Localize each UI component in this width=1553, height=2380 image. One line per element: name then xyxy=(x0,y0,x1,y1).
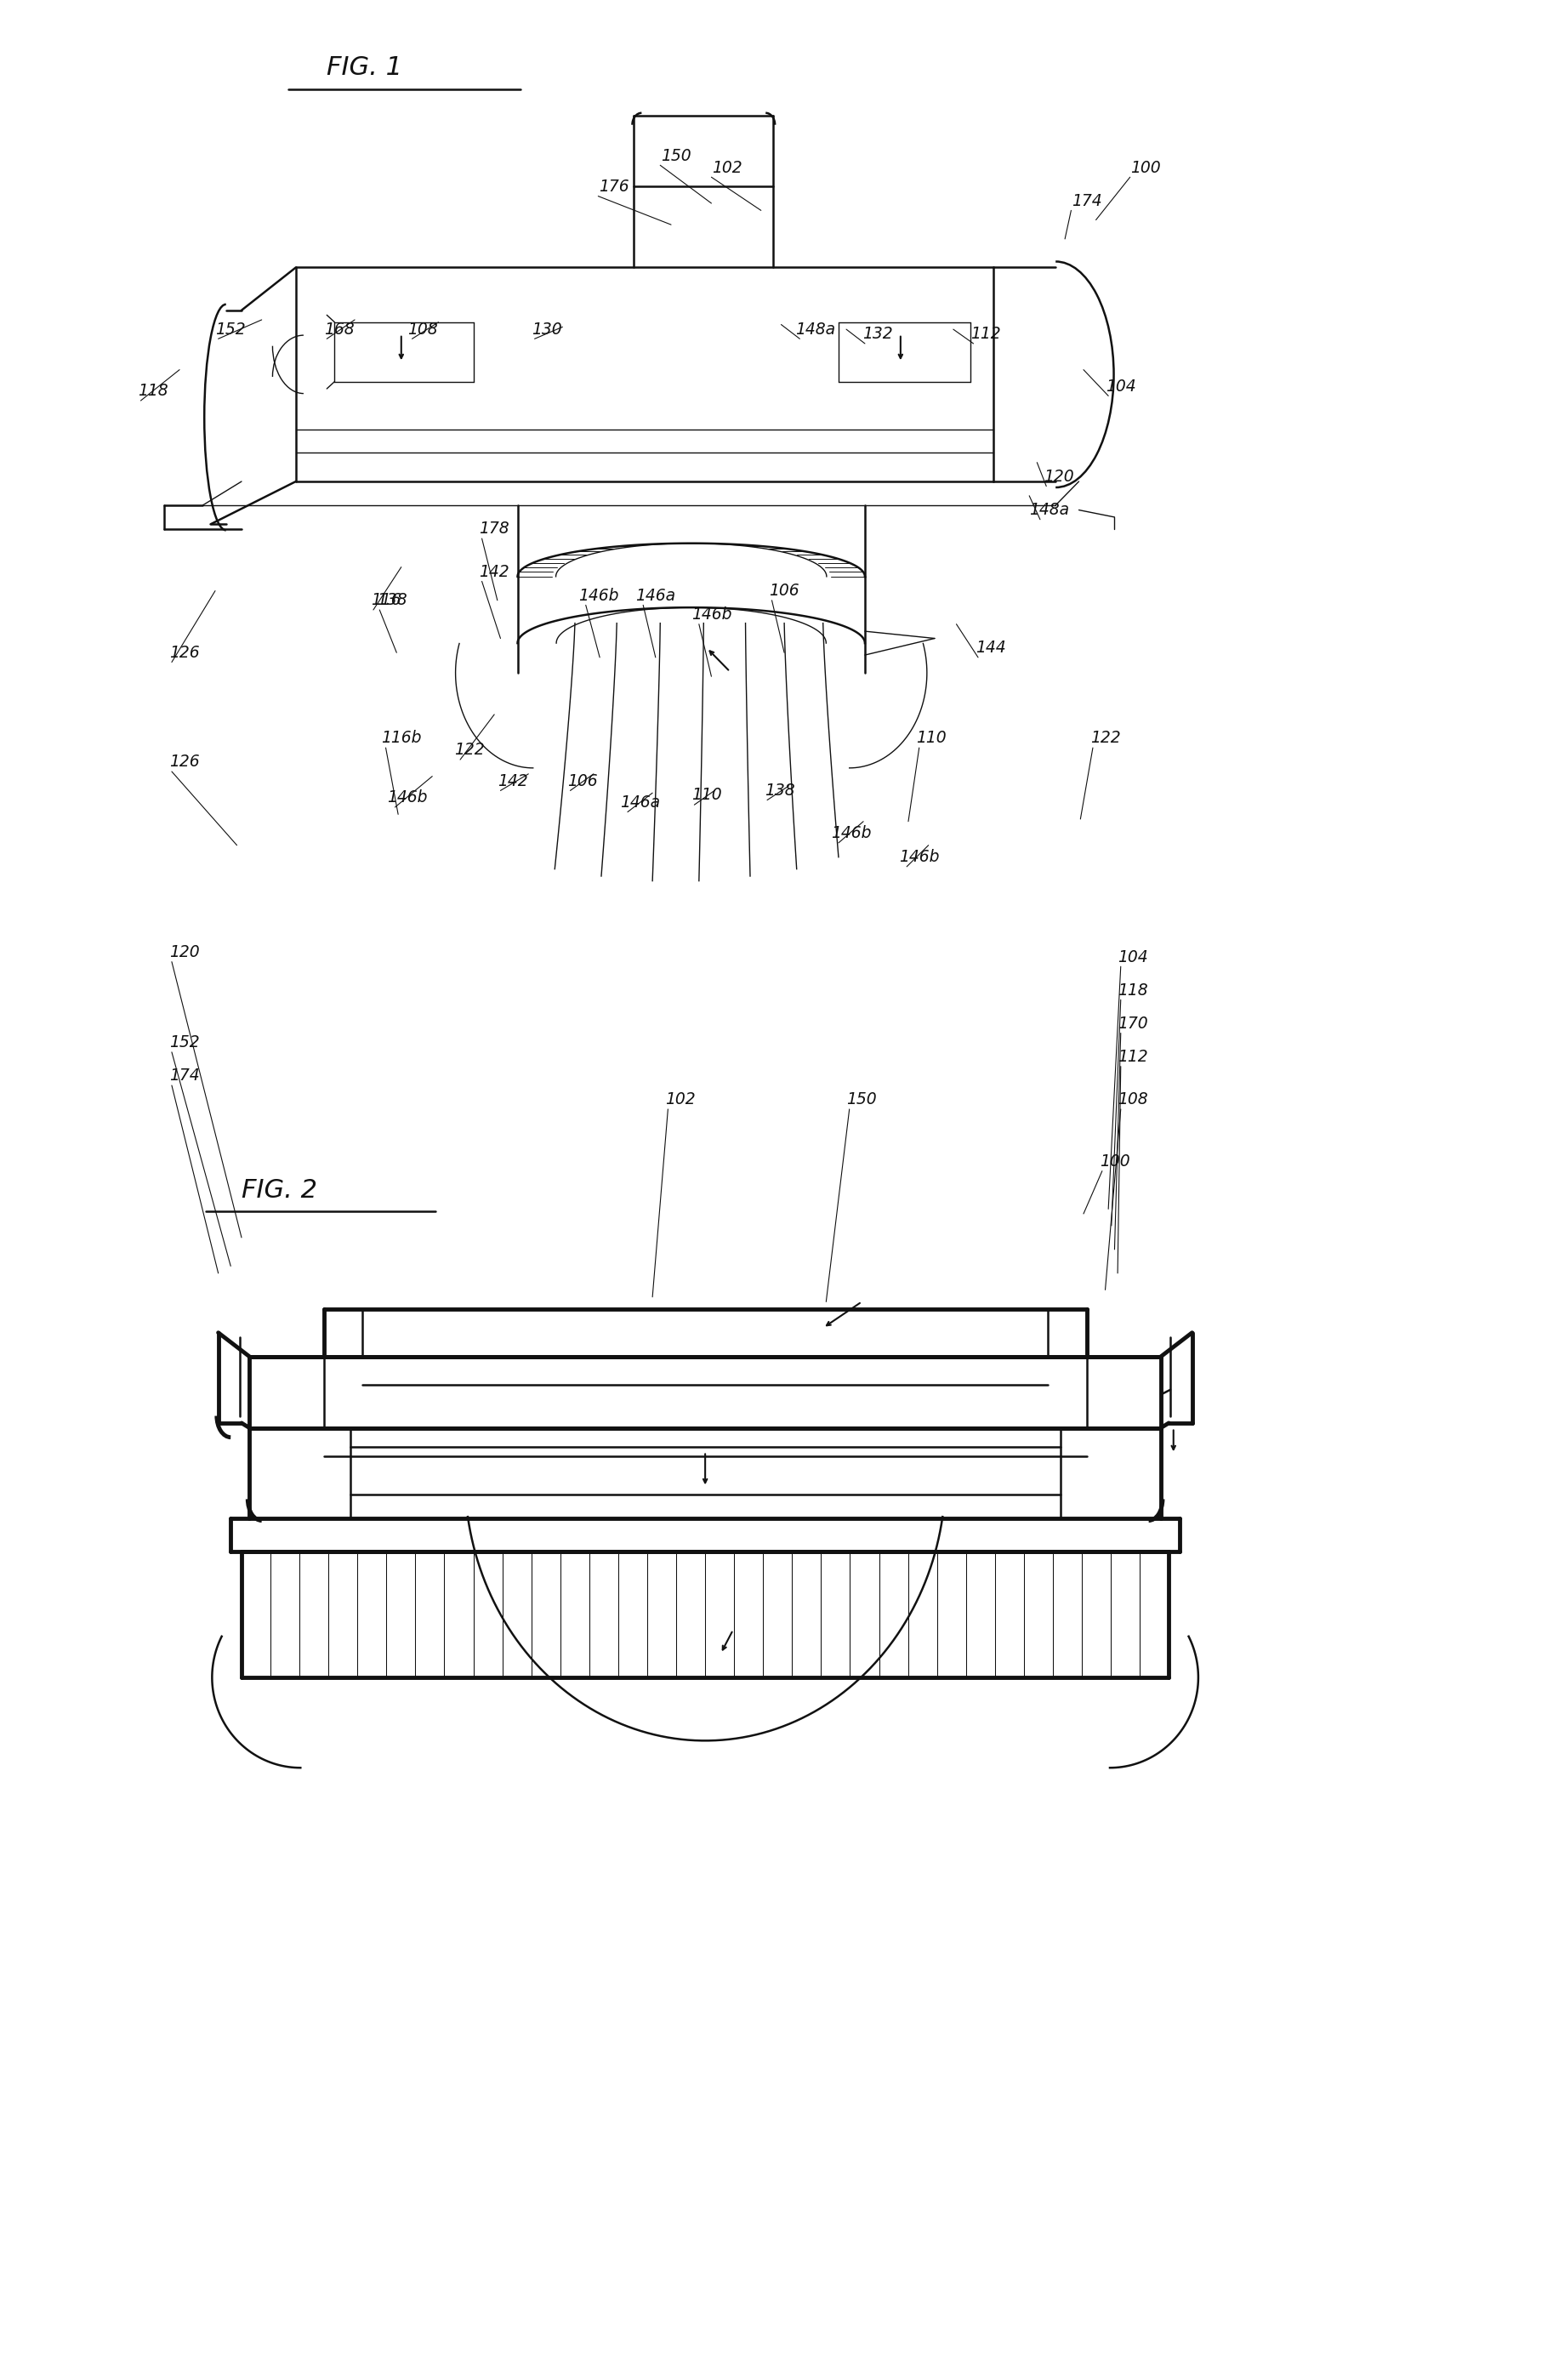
Text: 118: 118 xyxy=(1118,983,1148,997)
Text: 142: 142 xyxy=(499,774,528,790)
Text: 122: 122 xyxy=(455,743,485,759)
Text: 112: 112 xyxy=(971,326,1002,343)
Text: 146b: 146b xyxy=(578,588,618,605)
Text: 104: 104 xyxy=(1106,378,1135,395)
Text: 130: 130 xyxy=(531,321,562,338)
Text: 138: 138 xyxy=(377,593,407,609)
Text: 112: 112 xyxy=(1118,1050,1148,1064)
Text: 126: 126 xyxy=(169,645,199,662)
Text: 146a: 146a xyxy=(620,795,660,812)
Text: 110: 110 xyxy=(691,788,722,804)
Text: 150: 150 xyxy=(846,1092,877,1107)
Text: 118: 118 xyxy=(138,383,168,400)
Text: 116: 116 xyxy=(371,593,401,609)
Text: 150: 150 xyxy=(660,148,691,164)
Text: 178: 178 xyxy=(480,521,509,538)
Text: FIG. 1: FIG. 1 xyxy=(326,55,402,81)
Text: 106: 106 xyxy=(567,774,598,790)
Text: 174: 174 xyxy=(169,1069,199,1083)
Text: 146b: 146b xyxy=(387,790,427,807)
Text: 122: 122 xyxy=(1090,731,1120,747)
Text: 170: 170 xyxy=(1118,1016,1148,1031)
Text: FIG. 2: FIG. 2 xyxy=(242,1178,317,1202)
Text: 138: 138 xyxy=(764,783,795,800)
Text: 132: 132 xyxy=(862,326,893,343)
Text: 146b: 146b xyxy=(691,607,731,624)
Text: 144: 144 xyxy=(975,640,1006,657)
Text: 168: 168 xyxy=(325,321,354,338)
Text: 148a: 148a xyxy=(1030,502,1070,519)
Text: 146b: 146b xyxy=(899,850,940,866)
Text: 146a: 146a xyxy=(635,588,676,605)
Text: 120: 120 xyxy=(1044,469,1073,486)
Text: 126: 126 xyxy=(169,754,199,771)
Text: 100: 100 xyxy=(1131,159,1160,176)
Text: 110: 110 xyxy=(916,731,947,747)
Text: 108: 108 xyxy=(1118,1092,1148,1107)
Text: 102: 102 xyxy=(711,159,742,176)
Text: 108: 108 xyxy=(408,321,438,338)
Text: 152: 152 xyxy=(216,321,245,338)
Text: 102: 102 xyxy=(665,1092,696,1107)
Text: 176: 176 xyxy=(598,178,629,195)
Text: 120: 120 xyxy=(169,945,199,959)
Text: 106: 106 xyxy=(769,583,800,600)
Text: 148a: 148a xyxy=(795,321,836,338)
Text: 152: 152 xyxy=(169,1035,199,1050)
Text: 146b: 146b xyxy=(831,826,871,843)
Text: 100: 100 xyxy=(1100,1154,1129,1169)
Text: 104: 104 xyxy=(1118,950,1148,964)
Text: 142: 142 xyxy=(480,564,509,581)
Text: 174: 174 xyxy=(1072,193,1101,209)
Text: 116b: 116b xyxy=(380,731,421,747)
